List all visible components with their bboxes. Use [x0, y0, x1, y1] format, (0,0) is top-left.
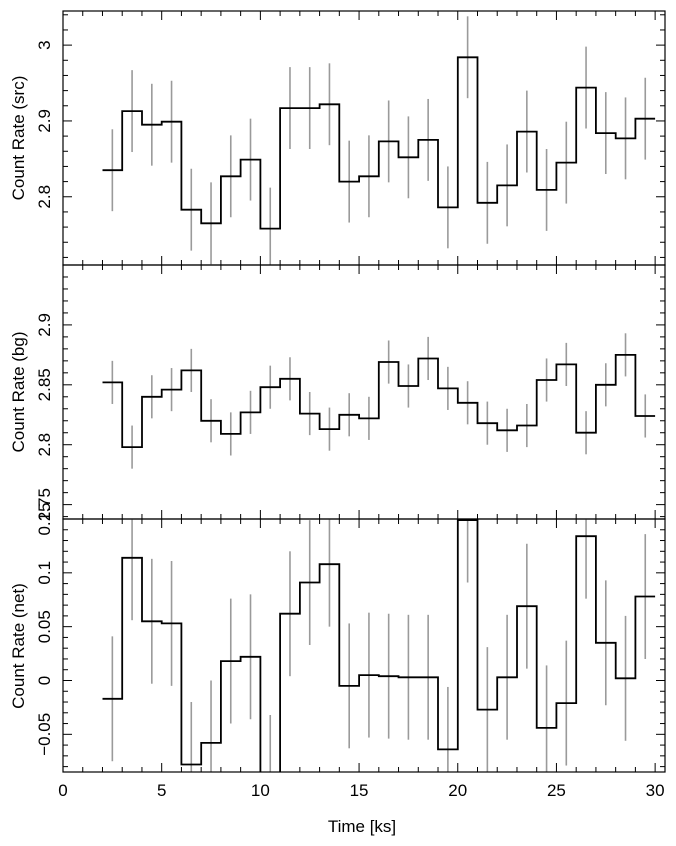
net-ytick-label: 0: [35, 676, 54, 685]
net-ylabel: Count Rate (net): [9, 583, 28, 709]
src-ytick-label: 2.8: [35, 185, 54, 209]
src-step-group: [102, 56, 656, 230]
net-xtick-label: 20: [448, 781, 467, 800]
net-ytick-label: 0.05: [35, 610, 54, 643]
net-step-line: [102, 519, 656, 772]
src-step-line: [102, 56, 656, 230]
bg-step-line: [102, 354, 656, 448]
net-ytick-label: 0.15: [35, 502, 54, 535]
src-ylabel: Count Rate (src): [9, 76, 28, 201]
x-axis-label: Time [ks]: [328, 817, 396, 836]
net-xtick-label: 25: [547, 781, 566, 800]
net-xtick-label: 10: [251, 781, 270, 800]
net-ytick-label: −0.05: [35, 713, 54, 756]
bg-step-group: [102, 354, 656, 448]
bg-ylabel: Count Rate (bg): [9, 332, 28, 453]
bg-panel: 2.75 2.8 2.85 2.9: [35, 264, 666, 521]
net-xtick-label: 30: [646, 781, 665, 800]
net-panel: −0.05 0 0.05 0.1 0.15 0 5 10 15 20 25 30: [35, 502, 666, 800]
src-ytick-label: 3: [35, 40, 54, 49]
net-xtick-label: 15: [350, 781, 369, 800]
net-ytick-label: 0.1: [35, 561, 54, 585]
bg-ytick-label: 2.8: [35, 433, 54, 457]
src-panel: 2.8 2.9 3: [35, 10, 666, 266]
net-xtick-label: 5: [157, 781, 166, 800]
net-step-group: [102, 519, 656, 772]
src-frame: [62, 10, 666, 266]
net-frame: [62, 518, 666, 773]
bg-frame: [62, 264, 666, 520]
net-xtick-label: 0: [58, 781, 67, 800]
bg-ytick-label: 2.9: [35, 313, 54, 337]
bg-ytick-label: 2.75: [35, 488, 54, 521]
src-ytick-label: 2.9: [35, 109, 54, 133]
bg-ytick-label: 2.85: [35, 368, 54, 401]
